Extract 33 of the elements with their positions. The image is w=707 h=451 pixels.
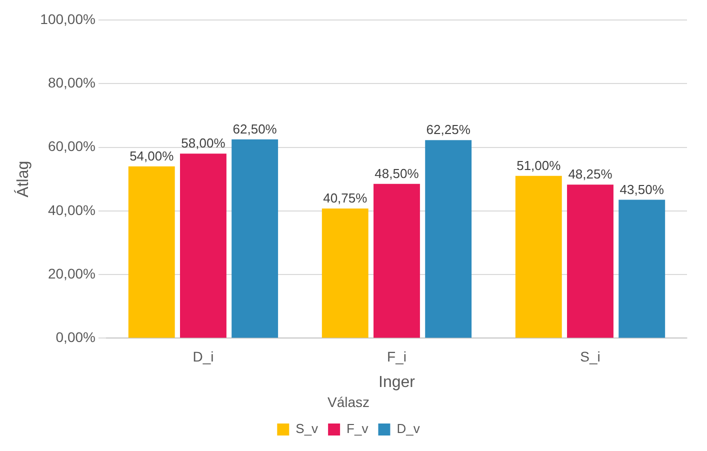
y-tick-label: 20,00% [48, 265, 96, 282]
data-label: 40,75% [323, 190, 368, 206]
bar [232, 139, 278, 338]
bar [180, 154, 226, 338]
data-label: 48,25% [568, 166, 613, 182]
legend-label: D_v [396, 421, 420, 436]
bar [322, 208, 368, 338]
y-tick-label: 0,00% [56, 329, 96, 346]
data-label: 51,00% [516, 158, 562, 173]
data-label: 62,50% [232, 121, 278, 136]
y-axis-title: Átlag [14, 160, 32, 198]
legend-label: F_v [346, 421, 369, 436]
y-tick-label: 60,00% [48, 138, 96, 154]
bar [618, 200, 666, 338]
data-label: 62,25% [426, 122, 471, 138]
bar [425, 140, 472, 338]
data-label: 43,50% [620, 182, 664, 197]
legend-label: S_v [296, 421, 319, 436]
y-tick-label: 100,00% [40, 10, 96, 27]
y-tick-label: 40,00% [48, 202, 96, 218]
data-label: 58,00% [181, 136, 226, 151]
data-label: 48,50% [374, 166, 420, 181]
x-axis-title: Inger [378, 374, 416, 392]
legend-title: Válasz [327, 394, 370, 410]
bar [567, 184, 614, 338]
data-label: 54,00% [130, 148, 174, 164]
bar [374, 184, 420, 338]
x-tick-label: D_i [192, 348, 214, 364]
bar [128, 166, 175, 338]
x-tick-label: F_i [387, 348, 406, 364]
bar [515, 176, 562, 338]
x-tick-label: S_i [580, 348, 600, 364]
y-tick-label: 80,00% [48, 74, 96, 90]
